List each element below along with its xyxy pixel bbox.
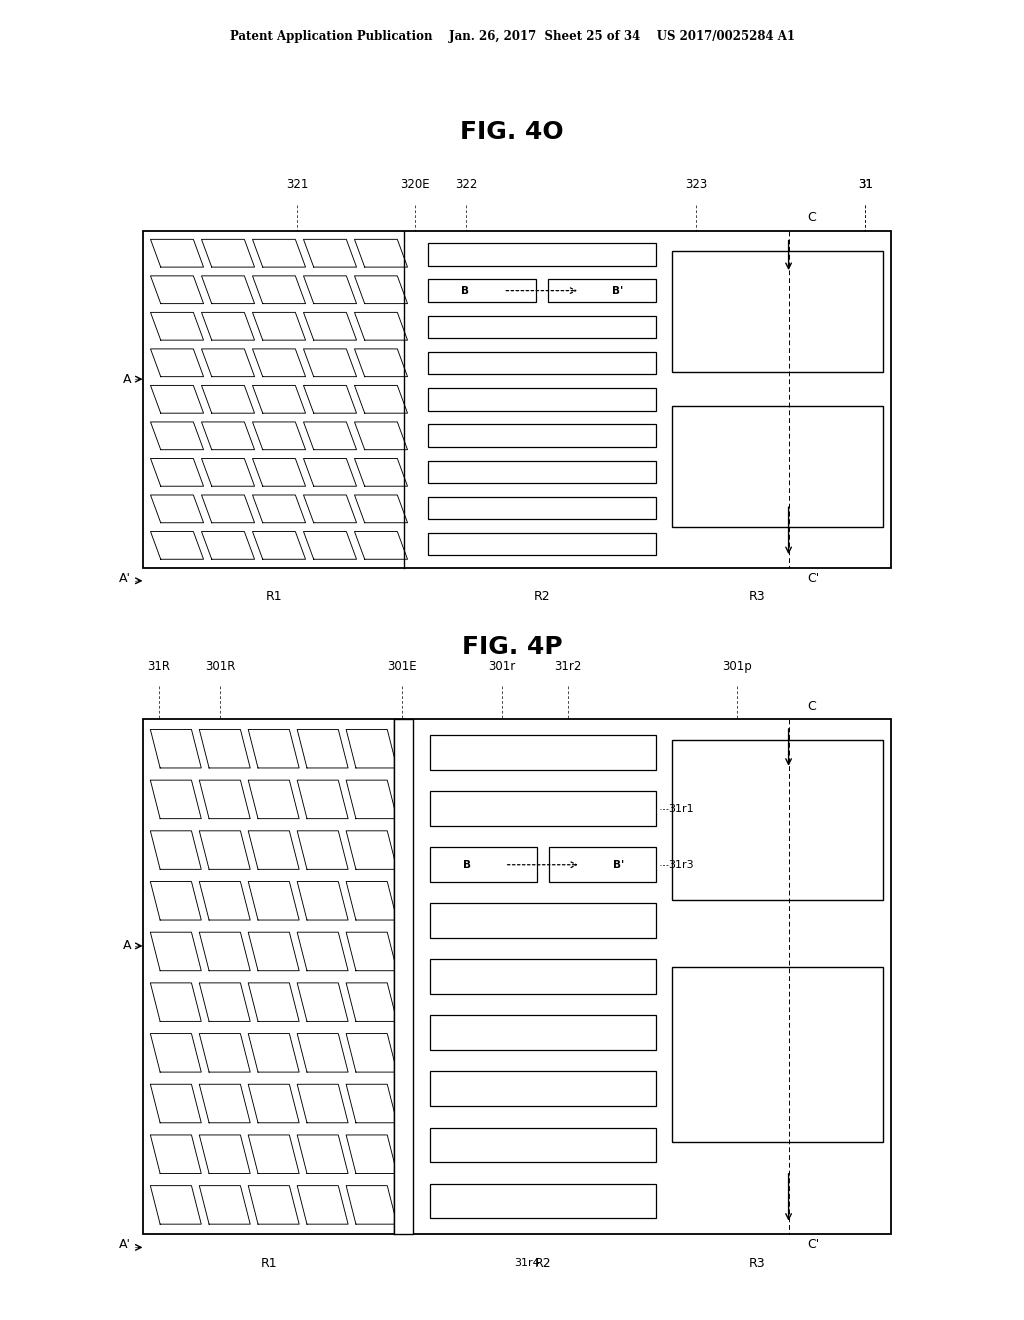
Bar (428, 243, 655, 265)
Bar (430, 1127, 655, 1162)
Text: 321: 321 (286, 178, 308, 191)
Bar (430, 792, 655, 826)
Bar (430, 1072, 655, 1106)
Bar (430, 847, 537, 882)
Text: B: B (463, 859, 471, 870)
Text: FIG. 4O: FIG. 4O (460, 120, 564, 144)
Bar (428, 388, 655, 411)
Text: R1: R1 (265, 590, 283, 603)
Bar (672, 251, 883, 372)
Text: Patent Application Publication    Jan. 26, 2017  Sheet 25 of 34    US 2017/00252: Patent Application Publication Jan. 26, … (229, 30, 795, 44)
Text: 31: 31 (858, 178, 872, 191)
Bar (672, 966, 883, 1142)
Text: 301r: 301r (488, 660, 515, 673)
Text: R1: R1 (260, 1257, 278, 1270)
Text: R3: R3 (749, 590, 765, 603)
Text: 31r3: 31r3 (669, 859, 694, 870)
Bar (394, 719, 413, 1234)
Text: 301E: 301E (388, 660, 417, 673)
Text: C: C (807, 700, 816, 713)
Text: 31r1: 31r1 (669, 804, 694, 813)
Bar (428, 352, 655, 375)
Bar (430, 1184, 655, 1218)
Text: FIG. 4P: FIG. 4P (462, 635, 562, 659)
Text: 323: 323 (685, 178, 708, 191)
Text: B: B (462, 285, 469, 296)
Text: A': A' (119, 572, 131, 585)
Bar (143, 719, 891, 1234)
Text: A: A (123, 940, 131, 953)
Bar (672, 407, 883, 527)
Bar (430, 1015, 655, 1051)
Bar (428, 280, 536, 302)
Text: A': A' (119, 1238, 131, 1251)
Bar (430, 903, 655, 939)
Text: 301p: 301p (722, 660, 753, 673)
Text: C: C (807, 211, 816, 224)
Text: B': B' (612, 859, 624, 870)
Text: 301R: 301R (205, 660, 236, 673)
Text: 31r2: 31r2 (555, 660, 582, 673)
Bar (428, 496, 655, 519)
Bar (428, 461, 655, 483)
Bar (143, 231, 891, 568)
Text: 31: 31 (858, 178, 872, 191)
Text: 31R: 31R (147, 660, 170, 673)
Bar (672, 741, 883, 900)
Text: C': C' (807, 1238, 819, 1251)
Text: R2: R2 (534, 590, 550, 603)
Bar (430, 735, 655, 770)
Bar (428, 315, 655, 338)
Text: B': B' (612, 285, 624, 296)
Text: 31r4: 31r4 (514, 1258, 541, 1269)
Bar (428, 533, 655, 556)
Bar (430, 960, 655, 994)
Text: 322: 322 (455, 178, 477, 191)
Text: 320E: 320E (400, 178, 429, 191)
Text: C': C' (807, 572, 819, 585)
Bar (548, 280, 655, 302)
Text: R3: R3 (749, 1257, 765, 1270)
Text: R2: R2 (535, 1257, 551, 1270)
Text: A: A (123, 372, 131, 385)
Bar (428, 424, 655, 446)
Bar (549, 847, 655, 882)
